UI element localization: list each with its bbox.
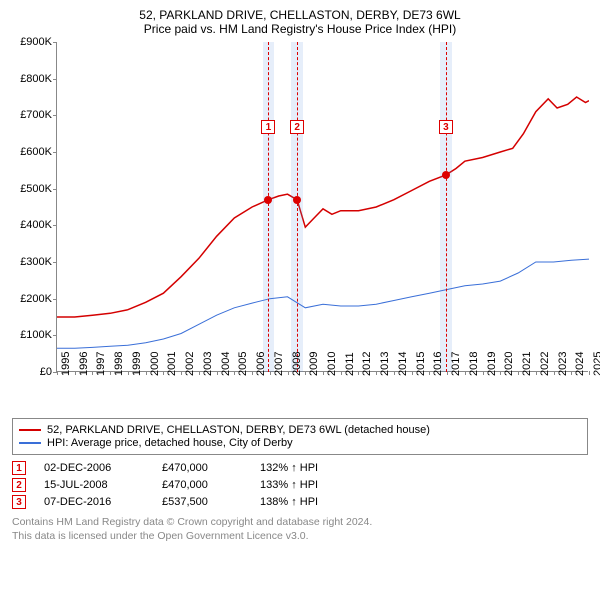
- xtick-label: 2012: [361, 352, 373, 376]
- sale-marker-box: 2: [290, 120, 304, 134]
- title-line-2: Price paid vs. HM Land Registry's House …: [12, 22, 588, 36]
- sales-row-pct: 133% ↑ HPI: [260, 479, 318, 491]
- sales-row: 2 15-JUL-2008 £470,000 133% ↑ HPI: [12, 478, 588, 492]
- xtick-label: 1999: [131, 352, 143, 376]
- xtick-label: 2001: [166, 352, 178, 376]
- series-hpi: [57, 259, 589, 348]
- chart-area: 1 2 3 £0 £100K £200K £300K £400K £500K £600K £700…: [12, 42, 588, 412]
- xtick-label: 2014: [397, 352, 409, 376]
- xtick-label: 1997: [95, 352, 107, 376]
- xtick-label: 2024: [574, 352, 586, 376]
- series-lines: [57, 42, 589, 372]
- sale-dot: [293, 196, 301, 204]
- xtick-label: 1998: [113, 352, 125, 376]
- chart-container: 52, PARKLAND DRIVE, CHELLASTON, DERBY, D…: [0, 0, 600, 590]
- sale-dot: [442, 171, 450, 179]
- sales-row: 1 02-DEC-2006 £470,000 132% ↑ HPI: [12, 461, 588, 475]
- ytick-label: £800K: [20, 73, 52, 85]
- xtick-label: 2013: [379, 352, 391, 376]
- xtick-label: 2000: [149, 352, 161, 376]
- legend: 52, PARKLAND DRIVE, CHELLASTON, DERBY, D…: [12, 418, 588, 455]
- sales-row-price: £470,000: [162, 479, 242, 491]
- xtick-label: 1995: [60, 352, 72, 376]
- xtick-label: 2017: [450, 352, 462, 376]
- legend-label: HPI: Average price, detached house, City…: [47, 437, 293, 449]
- ytick-label: £900K: [20, 36, 52, 48]
- sale-dot: [264, 196, 272, 204]
- ytick-label: £700K: [20, 109, 52, 121]
- sale-dashed-line: [268, 42, 269, 372]
- xtick-label: 1996: [78, 352, 90, 376]
- sales-row-price: £537,500: [162, 496, 242, 508]
- xtick-label: 2007: [273, 352, 285, 376]
- series-property: [57, 97, 589, 317]
- xtick-label: 2015: [415, 352, 427, 376]
- sales-row-pct: 132% ↑ HPI: [260, 462, 318, 474]
- xtick-label: 2010: [326, 352, 338, 376]
- legend-row: HPI: Average price, detached house, City…: [19, 437, 581, 449]
- sales-row-marker: 2: [12, 478, 26, 492]
- footer-line-1: Contains HM Land Registry data © Crown c…: [12, 515, 588, 529]
- ytick-label: £200K: [20, 293, 52, 305]
- sale-dashed-line: [297, 42, 298, 372]
- footer-line-2: This data is licensed under the Open Gov…: [12, 529, 588, 543]
- xtick-label: 2011: [344, 352, 356, 376]
- legend-swatch: [19, 429, 41, 431]
- xtick-label: 2020: [503, 352, 515, 376]
- xtick-label: 2005: [237, 352, 249, 376]
- sales-row-date: 07-DEC-2016: [44, 496, 144, 508]
- legend-swatch: [19, 442, 41, 444]
- xtick-label: 2025: [592, 352, 600, 376]
- ytick-label: £300K: [20, 256, 52, 268]
- xtick-label: 2018: [468, 352, 480, 376]
- ytick-label: £0: [40, 366, 52, 378]
- plot: 1 2 3: [56, 42, 588, 372]
- xtick-label: 2023: [557, 352, 569, 376]
- sale-marker-box: 1: [261, 120, 275, 134]
- xtick-label: 2006: [255, 352, 267, 376]
- sales-row-marker: 3: [12, 495, 26, 509]
- legend-label: 52, PARKLAND DRIVE, CHELLASTON, DERBY, D…: [47, 424, 430, 436]
- xtick-label: 2016: [432, 352, 444, 376]
- xtick-label: 2021: [521, 352, 533, 376]
- ytick-label: £600K: [20, 146, 52, 158]
- title-line-1: 52, PARKLAND DRIVE, CHELLASTON, DERBY, D…: [12, 8, 588, 22]
- sales-row-date: 15-JUL-2008: [44, 479, 144, 491]
- sales-row-pct: 138% ↑ HPI: [260, 496, 318, 508]
- ytick-label: £100K: [20, 329, 52, 341]
- xtick-label: 2004: [220, 352, 232, 376]
- sales-row-price: £470,000: [162, 462, 242, 474]
- xtick-label: 2008: [291, 352, 303, 376]
- sales-row-date: 02-DEC-2006: [44, 462, 144, 474]
- xtick-label: 2003: [202, 352, 214, 376]
- footer: Contains HM Land Registry data © Crown c…: [12, 515, 588, 543]
- sale-dashed-line: [446, 42, 447, 372]
- ytick-label: £400K: [20, 219, 52, 231]
- ytick-label: £500K: [20, 183, 52, 195]
- sale-marker-box: 3: [439, 120, 453, 134]
- sales-table: 1 02-DEC-2006 £470,000 132% ↑ HPI 2 15-JUL-20…: [12, 461, 588, 509]
- sales-row: 3 07-DEC-2016 £537,500 138% ↑ HPI: [12, 495, 588, 509]
- xtick-label: 2019: [486, 352, 498, 376]
- legend-row: 52, PARKLAND DRIVE, CHELLASTON, DERBY, D…: [19, 424, 581, 436]
- xtick-label: 2009: [308, 352, 320, 376]
- sales-row-marker: 1: [12, 461, 26, 475]
- xtick-label: 2022: [539, 352, 551, 376]
- xtick-label: 2002: [184, 352, 196, 376]
